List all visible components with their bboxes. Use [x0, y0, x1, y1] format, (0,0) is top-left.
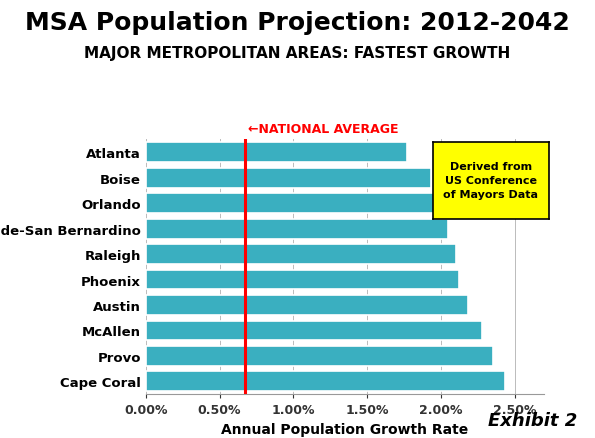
Bar	[146, 168, 431, 188]
Bar	[146, 244, 456, 265]
Bar	[146, 346, 493, 366]
Bar	[146, 295, 468, 315]
Text: MAJOR METROPOLITAN AREAS: FASTEST GROWTH: MAJOR METROPOLITAN AREAS: FASTEST GROWTH	[84, 46, 511, 61]
Text: ←NATIONAL AVERAGE: ←NATIONAL AVERAGE	[248, 123, 398, 136]
Bar	[146, 143, 407, 163]
Bar	[146, 194, 441, 214]
X-axis label: Annual Population Growth Rate: Annual Population Growth Rate	[221, 422, 469, 436]
Text: Derived from
US Conference
of Mayors Data: Derived from US Conference of Mayors Dat…	[443, 162, 538, 200]
Text: Exhibit 2: Exhibit 2	[488, 411, 577, 429]
Bar	[146, 321, 483, 341]
Bar	[146, 270, 459, 290]
Text: MSA Population Projection: 2012-2042: MSA Population Projection: 2012-2042	[25, 11, 570, 35]
Bar	[146, 371, 505, 392]
Bar	[146, 219, 449, 239]
